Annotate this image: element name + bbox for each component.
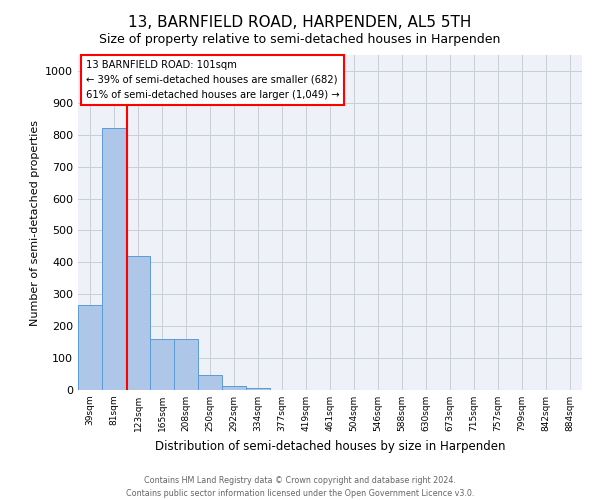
Text: 13 BARNFIELD ROAD: 101sqm
← 39% of semi-detached houses are smaller (682)
61% of: 13 BARNFIELD ROAD: 101sqm ← 39% of semi-…: [86, 60, 339, 100]
Text: Size of property relative to semi-detached houses in Harpenden: Size of property relative to semi-detach…: [100, 32, 500, 46]
X-axis label: Distribution of semi-detached houses by size in Harpenden: Distribution of semi-detached houses by …: [155, 440, 505, 452]
Bar: [246, 388, 270, 390]
Bar: [126, 256, 150, 390]
Bar: [174, 339, 198, 390]
Bar: [102, 128, 126, 390]
Bar: [222, 386, 246, 390]
Bar: [150, 339, 174, 390]
Text: 13, BARNFIELD ROAD, HARPENDEN, AL5 5TH: 13, BARNFIELD ROAD, HARPENDEN, AL5 5TH: [128, 15, 472, 30]
Text: Contains HM Land Registry data © Crown copyright and database right 2024.
Contai: Contains HM Land Registry data © Crown c…: [126, 476, 474, 498]
Bar: [198, 374, 222, 390]
Y-axis label: Number of semi-detached properties: Number of semi-detached properties: [29, 120, 40, 326]
Bar: [78, 306, 102, 390]
